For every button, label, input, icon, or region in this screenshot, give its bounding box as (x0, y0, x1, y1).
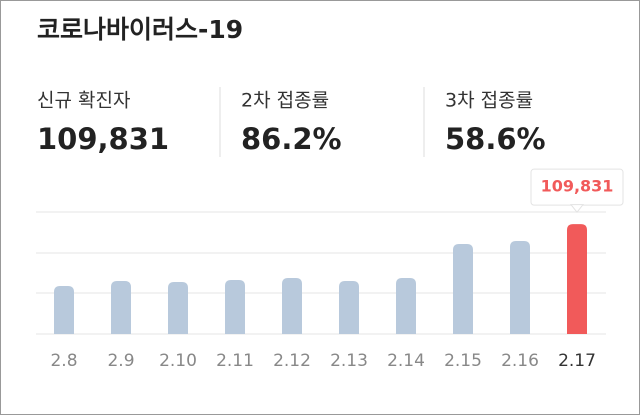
stat-value: 86.2% (241, 122, 342, 156)
bar (168, 282, 188, 334)
bar (54, 286, 74, 334)
bar (510, 241, 530, 334)
stat-label: 3차 접종률 (445, 90, 533, 112)
bar (396, 278, 416, 334)
bar (111, 281, 131, 334)
stat-label: 신규 확진자 (37, 90, 130, 112)
bar (282, 278, 302, 334)
x-tick-label: 2.9 (107, 351, 134, 371)
value-label: 109,831 (541, 177, 614, 196)
x-tick-label: 2.13 (330, 351, 368, 371)
stat-value: 109,831 (37, 122, 169, 156)
bar (453, 244, 473, 334)
x-tick-label: 2.12 (273, 351, 311, 371)
bar (339, 281, 359, 334)
x-tick-label: 2.10 (159, 351, 197, 371)
x-tick-label: 2.14 (387, 351, 425, 371)
x-tick-label: 2.17 (558, 351, 596, 371)
stat-label: 2차 접종률 (241, 90, 329, 112)
x-tick-label: 2.16 (501, 351, 539, 371)
x-tick-label: 2.8 (50, 351, 77, 371)
tooltip-pointer (569, 204, 585, 213)
bar (567, 224, 587, 334)
stat-value: 58.6% (445, 122, 546, 156)
bar (225, 280, 245, 334)
x-tick-label: 2.11 (216, 351, 254, 371)
x-tick-label: 2.15 (444, 351, 482, 371)
title: 코로나바이러스-19 (37, 15, 243, 44)
